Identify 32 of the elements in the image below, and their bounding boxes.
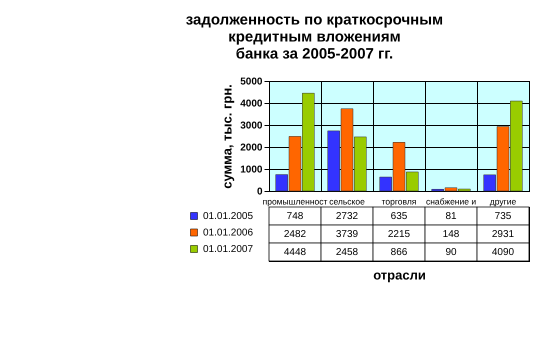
legend-label: 01.01.2006	[203, 228, 254, 238]
data-label: 866	[390, 247, 408, 258]
data-label: 2931	[492, 229, 515, 240]
data-label: 2482	[284, 229, 307, 240]
y-tick-label: 0	[256, 186, 263, 198]
data-label: 81	[445, 211, 457, 222]
x-tick-label: снабжение и	[426, 196, 476, 206]
y-tick-label: 5000	[240, 76, 263, 88]
y-tick-label: 1000	[240, 164, 263, 176]
legend-label: 01.01.2005	[203, 211, 254, 222]
data-label: 90	[445, 247, 457, 258]
data-label: 2215	[388, 229, 411, 240]
data-label: 735	[494, 211, 512, 222]
legend-label: 01.01.2007	[203, 244, 254, 255]
data-label: 4090	[492, 247, 515, 258]
data-label: 635	[390, 211, 408, 222]
y-tick-label: 4000	[240, 98, 263, 110]
y-tick-label: 2000	[240, 142, 263, 154]
y-axis-title: сумма, тыс. грн.	[219, 84, 234, 189]
data-label: 2732	[336, 211, 359, 222]
data-label: 148	[442, 229, 460, 240]
data-label: 4448	[284, 247, 307, 258]
x-tick-label: сельское	[329, 196, 366, 206]
chart-title: задолженность по краткосрочным кредитным вложениям банка за 2005-2007 гг.	[186, 12, 444, 62]
y-tick-label: 3000	[240, 120, 263, 132]
x-tick-label: промышленност	[262, 196, 328, 206]
data-label: 2458	[336, 247, 359, 258]
x-axis-title: отрасли	[373, 268, 426, 282]
data-label: 3739	[336, 229, 359, 240]
x-tick-label: торговля	[382, 196, 417, 206]
data-label: 748	[286, 211, 304, 222]
x-tick-label: другие	[490, 196, 516, 206]
